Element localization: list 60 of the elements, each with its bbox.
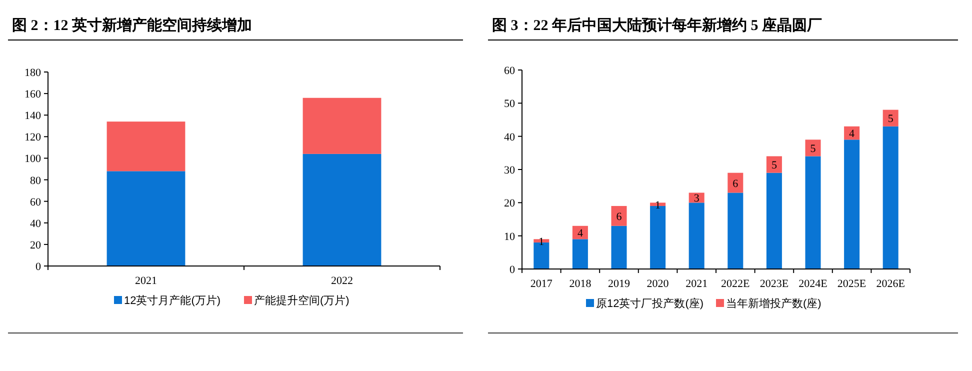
bar bbox=[766, 172, 782, 269]
x-tick-label: 2017 bbox=[530, 278, 553, 290]
bar bbox=[106, 122, 186, 172]
y-tick-label: 180 bbox=[24, 67, 42, 79]
chart-title: 图 3：22 年后中国大陆预计每年新增约 5 座晶圆厂 bbox=[492, 16, 822, 34]
data-label: 5 bbox=[810, 142, 816, 155]
y-tick-label: 10 bbox=[504, 230, 516, 243]
y-tick-label: 140 bbox=[24, 110, 42, 122]
bar bbox=[844, 140, 860, 269]
x-tick-label: 2021 bbox=[686, 278, 708, 290]
y-tick-label: 20 bbox=[30, 239, 42, 252]
bar bbox=[106, 171, 186, 266]
legend-label: 原12英寸厂投产数(座) bbox=[596, 297, 704, 310]
y-tick-label: 60 bbox=[30, 196, 42, 208]
data-label: 5 bbox=[771, 160, 778, 172]
y-tick-label: 80 bbox=[30, 174, 42, 187]
y-tick-label: 30 bbox=[504, 164, 516, 176]
x-tick-label: 2018 bbox=[569, 278, 592, 290]
bar bbox=[611, 206, 627, 226]
x-tick-label: 2025E bbox=[837, 278, 866, 290]
x-tick-label: 2020 bbox=[646, 278, 670, 290]
bar bbox=[611, 226, 627, 269]
data-label: 3 bbox=[694, 192, 700, 205]
y-tick-label: 160 bbox=[24, 88, 42, 101]
x-tick-label: 2023E bbox=[760, 278, 789, 290]
data-label: 6 bbox=[732, 178, 739, 190]
y-tick-label: 0 bbox=[510, 264, 516, 276]
bar bbox=[882, 126, 898, 269]
x-tick-label: 2026E bbox=[876, 278, 906, 290]
bar bbox=[302, 98, 382, 154]
legend-label: 12英寸月产能(万片) bbox=[124, 294, 221, 307]
x-tick-label: 2022 bbox=[331, 275, 353, 287]
data-label: 6 bbox=[616, 210, 622, 223]
chart-title: 图 2：12 英寸新增产能空间持续增加 bbox=[12, 16, 252, 34]
y-tick-label: 40 bbox=[504, 131, 516, 144]
y-tick-label: 100 bbox=[24, 153, 42, 166]
bar bbox=[805, 156, 821, 269]
bar bbox=[302, 154, 382, 266]
legend-label: 当年新增投产数(座) bbox=[726, 297, 822, 310]
x-tick-label: 2021 bbox=[135, 275, 157, 287]
bar bbox=[688, 202, 704, 269]
data-label: 4 bbox=[849, 128, 856, 140]
x-tick-label: 2019 bbox=[608, 278, 630, 290]
bar bbox=[766, 156, 782, 173]
bar bbox=[805, 140, 821, 156]
bar bbox=[728, 192, 744, 269]
bar bbox=[572, 239, 588, 269]
bar bbox=[882, 110, 898, 126]
data-label: 4 bbox=[577, 228, 584, 240]
data-label: 5 bbox=[888, 113, 894, 126]
y-tick-label: 0 bbox=[36, 261, 42, 273]
bar bbox=[728, 172, 744, 193]
x-tick-label: 2024E bbox=[798, 278, 828, 290]
y-tick-label: 50 bbox=[504, 98, 516, 110]
y-tick-label: 60 bbox=[504, 65, 516, 77]
y-tick-label: 120 bbox=[24, 132, 42, 144]
x-tick-label: 2022E bbox=[721, 278, 750, 290]
legend-label: 产能提升空间(万片) bbox=[254, 294, 350, 307]
y-tick-label: 40 bbox=[30, 218, 42, 230]
y-tick-label: 20 bbox=[504, 198, 516, 210]
